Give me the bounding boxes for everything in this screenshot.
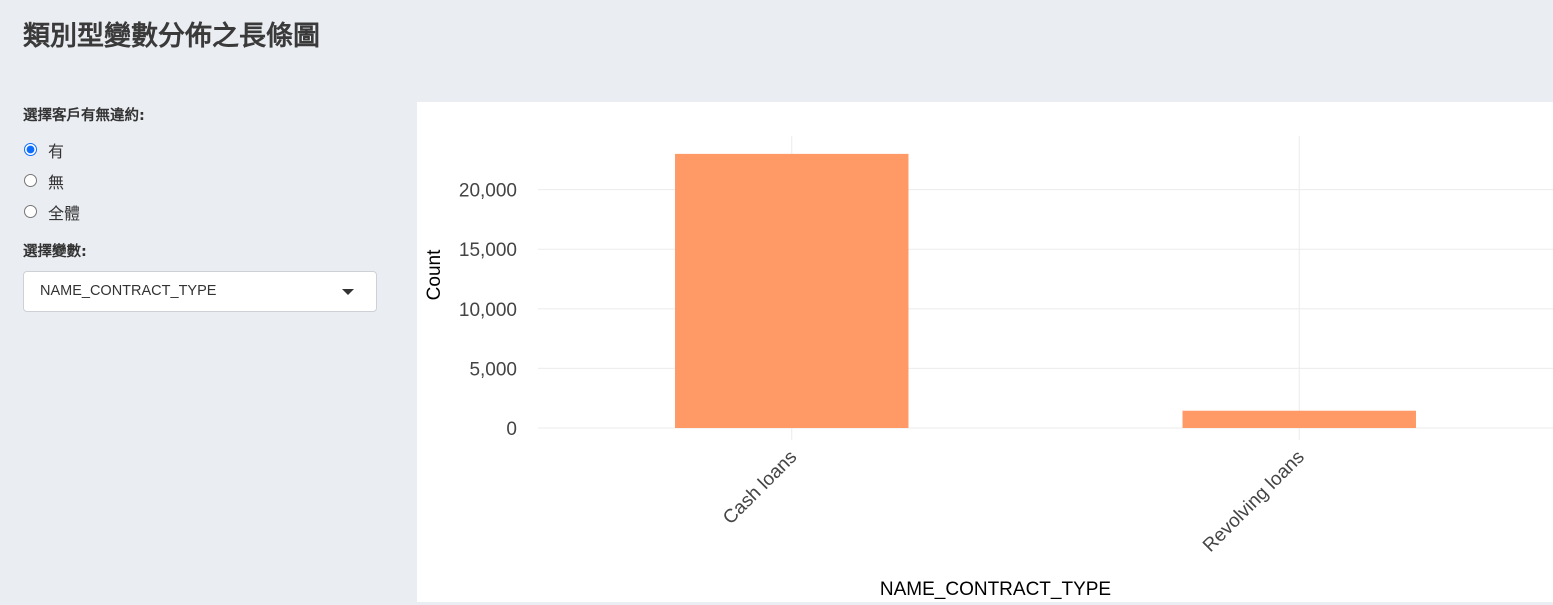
variable-select-value: NAME_CONTRACT_TYPE xyxy=(40,283,217,299)
radio-input-no[interactable] xyxy=(24,174,37,187)
variable-select[interactable]: NAME_CONTRACT_TYPE xyxy=(23,271,377,312)
x-tick-label: Cash loans xyxy=(719,447,801,529)
caret-down-icon xyxy=(342,289,354,295)
radio-input-all[interactable] xyxy=(24,205,37,218)
bar-cash-loans[interactable] xyxy=(675,153,909,428)
radio-option-all[interactable]: 全體 xyxy=(23,196,80,227)
x-tick-label: Revolving loans xyxy=(1199,447,1309,557)
y-tick-label: 20,000 xyxy=(459,181,517,202)
radio-option-no[interactable]: 無 xyxy=(23,165,80,196)
bar-chart: 0 5,000 10,000 15,000 20,000 Cash loans Revolv… xyxy=(424,136,1553,600)
x-axis-title: NAME_CONTRACT_TYPE xyxy=(880,579,1111,600)
default-filter-label: 選擇客戶有無違約: xyxy=(23,108,145,124)
page-title: 類別型變數分佈之長條圖 xyxy=(23,21,320,52)
y-tick-label: 10,000 xyxy=(459,300,517,321)
radio-input-yes[interactable] xyxy=(24,143,37,156)
radio-label-all: 全體 xyxy=(48,203,81,223)
radio-label-yes: 有 xyxy=(48,141,65,161)
default-filter-radio-group: 有 無 全體 xyxy=(23,134,80,227)
bar-revolving-loans[interactable] xyxy=(1182,410,1416,428)
y-axis-title: Count xyxy=(424,249,445,300)
radio-option-yes[interactable]: 有 xyxy=(23,134,80,165)
chart-panel: 0 5,000 10,000 15,000 20,000 Cash loans Revolv… xyxy=(417,102,1553,602)
radio-label-no: 無 xyxy=(48,172,65,192)
y-tick-label: 15,000 xyxy=(459,240,517,261)
y-tick-label: 5,000 xyxy=(469,359,517,380)
variable-select-label: 選擇變數: xyxy=(23,244,87,260)
y-tick-label: 0 xyxy=(506,419,517,440)
